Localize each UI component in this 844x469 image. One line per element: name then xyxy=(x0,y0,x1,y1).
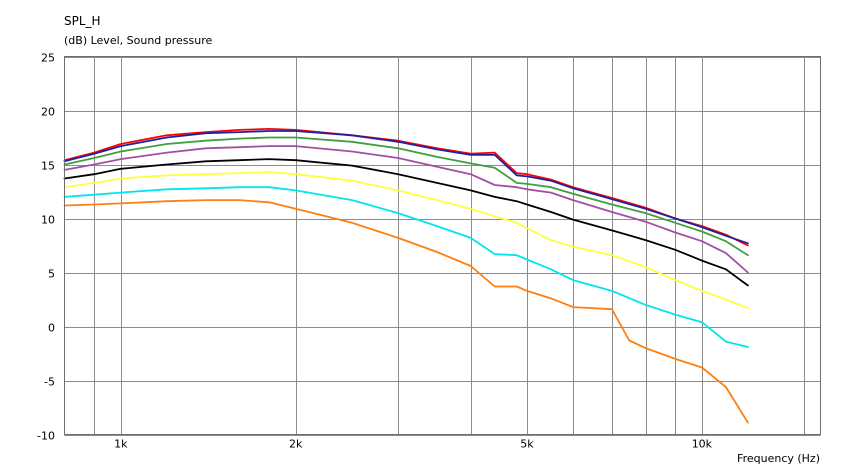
series-line xyxy=(63,199,749,424)
y-tick-label: -5 xyxy=(44,376,55,389)
series-line xyxy=(63,145,749,274)
y-tick-label: 25 xyxy=(41,52,55,65)
y-tick-label: -10 xyxy=(37,430,55,443)
y-tick-label: 0 xyxy=(48,322,55,335)
series-line xyxy=(63,136,749,257)
x-tick-label: 1k xyxy=(114,438,128,451)
series-line xyxy=(63,130,749,245)
y-tick-label: 5 xyxy=(48,268,55,281)
y-tick-label: 15 xyxy=(41,160,55,173)
grid xyxy=(64,56,821,436)
tick-labels: 25 20 15 10 5 0 -5 -10 1k 2k 5k 10k xyxy=(37,52,713,451)
x-tick-label: 10k xyxy=(692,438,713,451)
x-tick-label: 5k xyxy=(520,438,534,451)
y-axis-label: (dB) Level, Sound pressure xyxy=(64,34,213,47)
x-tick-label: 2k xyxy=(289,438,303,451)
y-tick-label: 20 xyxy=(41,106,55,119)
series-line xyxy=(63,171,749,310)
series-line xyxy=(63,186,749,348)
series-line xyxy=(63,127,749,247)
chart-title: SPL_H xyxy=(64,14,101,28)
series-line xyxy=(63,158,749,287)
x-axis-label: Frequency (Hz) xyxy=(737,452,820,465)
y-tick-label: 10 xyxy=(41,214,55,227)
plot-frame xyxy=(64,56,821,435)
series-layer xyxy=(63,127,749,424)
